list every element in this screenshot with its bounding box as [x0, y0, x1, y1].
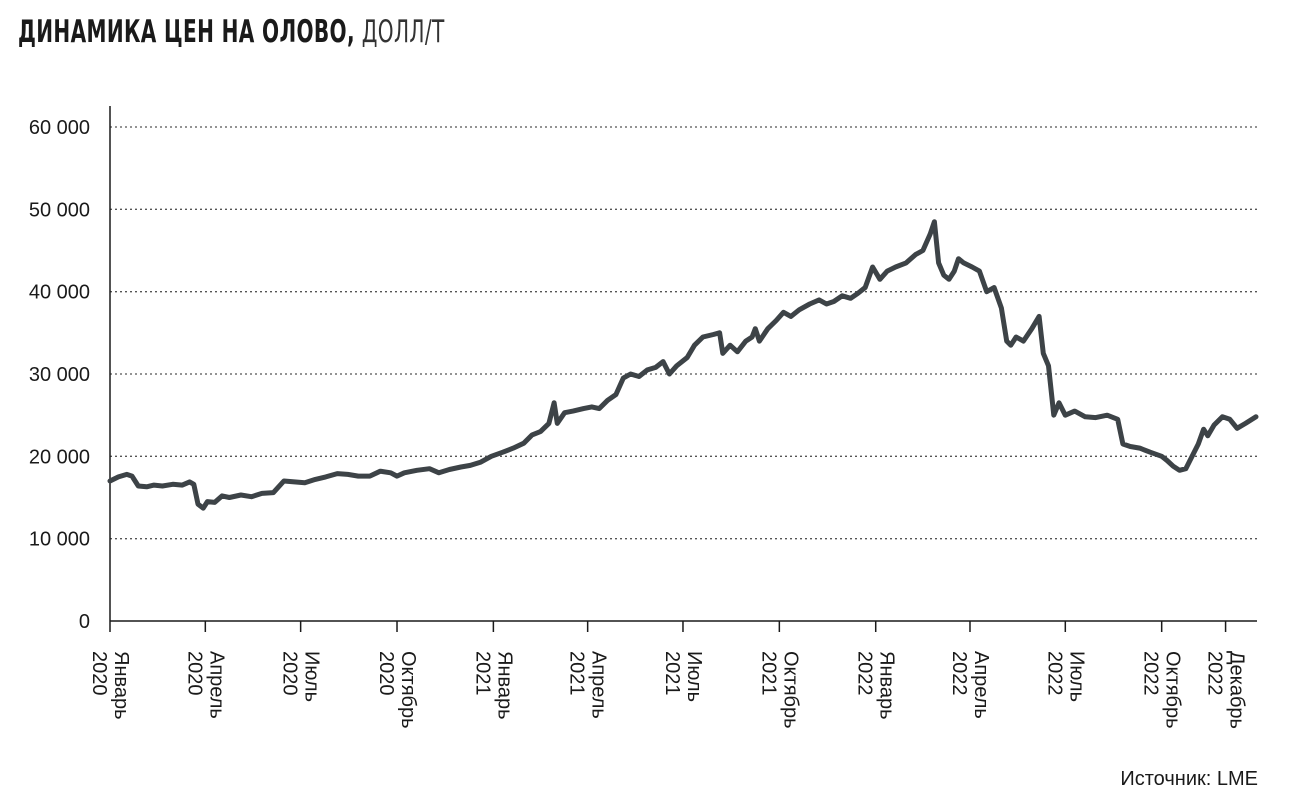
x-tick-month: Декабрь	[1226, 651, 1248, 729]
x-tick-year: 2022	[1140, 651, 1162, 696]
x-tick-month: Январь	[493, 651, 515, 720]
x-tick-year: 2022	[1204, 651, 1226, 696]
y-tick-label: 50 000	[29, 199, 90, 221]
x-tick-month: Апрель	[205, 651, 227, 719]
y-tick-label: 40 000	[29, 282, 90, 304]
x-tick-year: 2020	[279, 651, 301, 696]
x-tick-month: Июль	[1065, 651, 1087, 702]
x-tick-year: 2020	[375, 651, 397, 696]
y-tick-label: 20 000	[29, 446, 90, 468]
x-tick-year: 2020	[183, 651, 205, 696]
y-tick-label: 30 000	[29, 364, 90, 386]
series-line-tin-price	[107, 219, 1259, 511]
x-tick-year: 2021	[757, 651, 779, 696]
x-tick-month: Июль	[301, 651, 323, 702]
x-tick-month: Апрель	[588, 651, 610, 719]
x-tick-month: Январь	[876, 651, 898, 720]
title-main: ДИНАМИКА ЦЕН НА ОЛОВО,	[18, 14, 355, 50]
x-tick-year: 2022	[854, 651, 876, 696]
x-tick-year: 2022	[948, 651, 970, 696]
x-tick-month: Апрель	[970, 651, 992, 719]
y-tick-label: 10 000	[29, 529, 90, 551]
y-tick-label: 0	[79, 611, 90, 633]
x-tick-month: Июль	[683, 651, 705, 702]
source-note: Источник: LME	[1120, 768, 1258, 790]
x-tick-month: Октябрь	[1162, 651, 1184, 729]
title-unit: ДОЛЛ/Т	[361, 14, 445, 50]
x-tick-month: Октябрь	[779, 651, 801, 729]
x-tick-month: Январь	[110, 651, 132, 720]
x-tick-year: 2022	[1043, 651, 1065, 696]
chart-title: ДИНАМИКА ЦЕН НА ОЛОВО, ДОЛЛ/Т	[18, 14, 445, 50]
x-tick-month: Октябрь	[397, 651, 419, 729]
x-tick-year: 2021	[566, 651, 588, 696]
y-tick-label: 60 000	[29, 117, 90, 139]
x-tick-year: 2020	[88, 651, 110, 696]
x-tick-year: 2021	[661, 651, 683, 696]
x-tick-year: 2021	[471, 651, 493, 696]
